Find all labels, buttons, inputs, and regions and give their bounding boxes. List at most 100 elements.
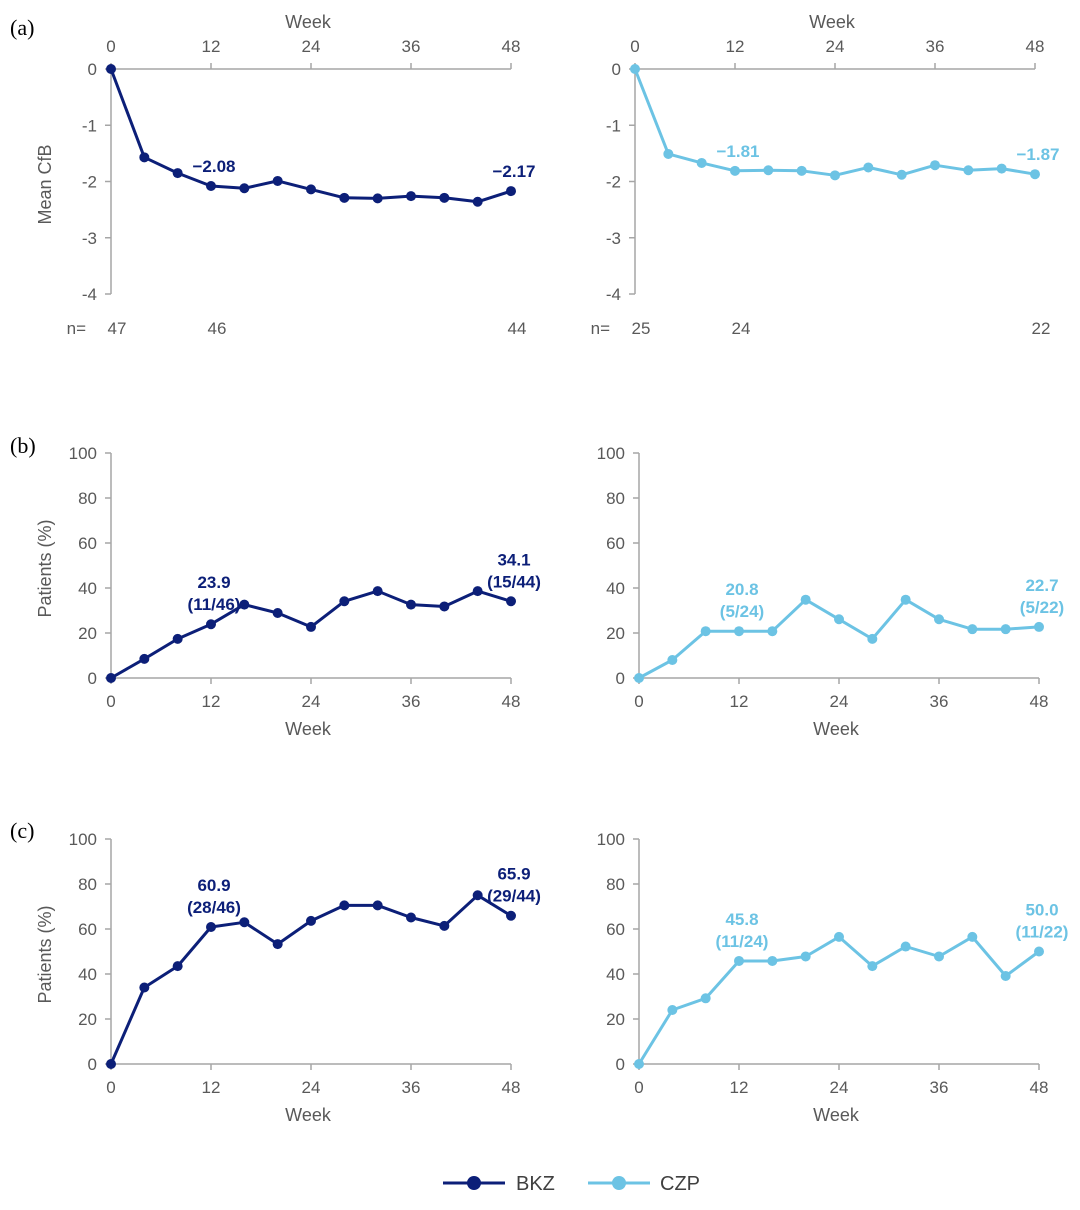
data-label: (5/22)	[1020, 598, 1064, 617]
y-tick-label: 20	[78, 1010, 97, 1029]
series-line	[638, 598, 1040, 680]
n-prefix: n=	[591, 319, 610, 338]
y-tick-label: 0	[88, 60, 97, 79]
y-tick-label: -3	[82, 229, 97, 248]
series-line	[109, 68, 512, 204]
data-point	[867, 961, 878, 972]
n-value: 24	[732, 319, 751, 338]
data-point	[306, 184, 316, 195]
data-point	[472, 890, 483, 901]
y-tick-label: -2	[82, 173, 97, 192]
x-tick-label: 0	[630, 37, 639, 56]
data-point	[734, 955, 744, 966]
data-point	[1034, 946, 1044, 957]
x-tick-label: 36	[402, 1078, 421, 1097]
y-tick-label: 40	[78, 579, 97, 598]
data-label: (28/46)	[187, 898, 241, 917]
data-label: 20.8	[725, 580, 758, 599]
series-line	[633, 68, 1036, 177]
x-tick-label: 0	[634, 692, 643, 711]
data-point	[934, 951, 944, 962]
data-point	[339, 900, 350, 911]
n-value: 22	[1032, 319, 1051, 338]
data-label: 23.9	[197, 573, 230, 592]
x-tick-label: 24	[830, 1078, 849, 1097]
data-point	[634, 1059, 644, 1069]
x-tick-label: 36	[402, 692, 421, 711]
data-point	[667, 655, 678, 665]
n-value: 47	[108, 319, 127, 338]
data-label: (11/24)	[716, 932, 769, 951]
data-label: 22.7	[1025, 576, 1058, 595]
data-point	[996, 163, 1007, 174]
data-point	[1034, 621, 1044, 632]
data-point	[1000, 624, 1011, 635]
x-tick-label: 12	[202, 692, 221, 711]
data-point	[796, 165, 807, 176]
data-point	[472, 196, 483, 207]
y-tick-label: 60	[78, 920, 97, 939]
y-tick-label: 60	[606, 534, 625, 553]
x-tick-label: 24	[826, 37, 845, 56]
y-axis-title: Patients (%)	[35, 519, 55, 617]
data-point	[239, 183, 250, 194]
x-axis-title: Week	[813, 719, 860, 739]
chart-panel-5: (c) 0 20 40 60 80 100 0 12 24 36 48 Week Patients (%)…	[10, 818, 541, 1125]
data-point	[763, 165, 774, 176]
data-point	[439, 601, 450, 612]
y-tick-label: 20	[78, 624, 97, 643]
data-point	[634, 673, 644, 683]
n-value: 25	[632, 319, 651, 338]
data-point	[900, 594, 911, 605]
y-tick-label: 20	[606, 624, 625, 643]
data-point	[206, 619, 216, 630]
data-point	[667, 1005, 678, 1015]
x-tick-label: 24	[302, 37, 321, 56]
n-value: 44	[508, 319, 527, 338]
chart-panel-3: (b) 0 20 40 60 80 100 0 12 24 36 48 Week Patients (%)…	[10, 433, 541, 739]
data-point	[930, 160, 940, 171]
data-point	[506, 910, 516, 921]
data-label: 60.9	[197, 876, 230, 895]
data-label: 65.9	[497, 865, 530, 884]
data-point	[834, 931, 844, 942]
data-point	[206, 181, 216, 191]
chart-panel-2: 0 -1 -2 -3 -4 0 12 24 36 48 Week n= 25 24 22 −1.81 −1.87	[591, 12, 1060, 338]
data-point	[1000, 971, 1011, 982]
y-tick-label: 0	[88, 1055, 97, 1074]
data-point	[767, 626, 778, 637]
data-point	[206, 921, 216, 932]
x-tick-label: 36	[930, 1078, 949, 1097]
chart-panels: (a) 0 -1 -2 -3 -4 0 12 24 36 48 Week Mean CfB n= 47 46 4…	[10, 12, 1068, 1125]
data-label: 34.1	[497, 550, 530, 569]
data-point	[339, 192, 350, 203]
y-tick-label: -3	[606, 229, 621, 248]
x-tick-label: 12	[202, 37, 221, 56]
data-point	[306, 915, 316, 926]
data-label: −2.08	[192, 157, 235, 176]
x-tick-label: 12	[726, 37, 745, 56]
data-point	[700, 993, 711, 1004]
data-point	[439, 192, 450, 203]
x-axis-title: Week	[285, 719, 332, 739]
x-tick-label: 36	[926, 37, 945, 56]
x-tick-label: 36	[930, 692, 949, 711]
y-tick-label: 80	[606, 875, 625, 894]
series-line	[110, 589, 512, 680]
y-tick-label: 0	[88, 669, 97, 688]
x-axis-title: Week	[285, 1105, 332, 1125]
y-tick-label: 60	[606, 920, 625, 939]
data-point	[239, 599, 250, 610]
y-tick-label: -4	[606, 285, 621, 304]
x-tick-label: 0	[106, 1078, 115, 1097]
y-tick-label: 80	[606, 489, 625, 508]
data-label: (29/44)	[487, 887, 541, 906]
data-point	[696, 157, 707, 168]
data-point	[106, 64, 116, 74]
data-point	[863, 162, 874, 173]
x-tick-label: 48	[1026, 37, 1045, 56]
data-point	[967, 931, 978, 942]
data-point	[830, 170, 840, 181]
x-tick-label: 0	[634, 1078, 643, 1097]
data-point	[106, 673, 116, 683]
